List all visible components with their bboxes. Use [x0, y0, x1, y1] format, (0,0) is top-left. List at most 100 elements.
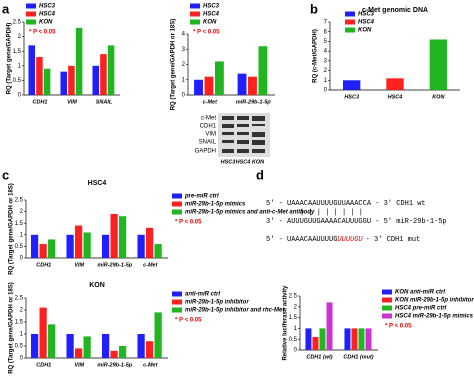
legend-swatch: [26, 11, 36, 17]
bar: [68, 65, 75, 95]
legend-label: HSC3: [39, 4, 56, 10]
sequence-part: - 3' CDH1 mut: [366, 236, 421, 244]
bar: [60, 71, 68, 95]
legend-swatch: [382, 289, 392, 295]
y-tick-label: 1: [294, 326, 298, 332]
y-tick-label: 0: [294, 348, 298, 354]
y-tick-label: 1: [20, 332, 24, 338]
x-tick-label: miR-29b-1-5p: [236, 99, 271, 105]
lane-label: HSC3: [221, 159, 236, 165]
bar: [43, 68, 51, 95]
y-axis-label: RQ (Target gene/GAPDH or 18S): [9, 183, 15, 275]
band-label: SNAIL: [199, 140, 217, 146]
bar: [154, 312, 162, 358]
bar: [30, 334, 39, 358]
legend-label: KON miR-29b-1-5p inhibitor: [395, 298, 474, 304]
legend-label: HSC4: [39, 12, 56, 18]
legend-label: HSC4: [358, 20, 375, 26]
legend-label: miR-29b-1-5p inhibitor: [185, 300, 249, 306]
legend-swatch: [172, 209, 182, 215]
bar: [83, 336, 91, 358]
x-tick-label: HSC4: [388, 94, 403, 100]
y-tick-label: 2: [20, 209, 24, 215]
sequence-wt: 5' - UAAACAAUUUUGUUAAACCA - 3' CDH1 wt: [266, 200, 426, 208]
bar: [194, 79, 203, 95]
legend-label: HSC4 pre-miR ctrl: [395, 306, 447, 312]
y-tick-label: 2: [20, 308, 24, 314]
y-tick-label: 1: [20, 232, 24, 238]
legend-swatch: [190, 3, 200, 9]
bar: [237, 73, 247, 95]
chart-title: c-Met genomic DNA: [362, 7, 428, 14]
y-tick-label: 1: [18, 63, 22, 69]
bar: [326, 302, 333, 350]
legend-swatch: [382, 305, 392, 311]
significance-note: * P < 0.05: [175, 220, 202, 226]
x-tick-label: KON: [432, 94, 445, 100]
y-tick-label: 0: [18, 93, 22, 99]
panel-letter: d: [256, 167, 264, 182]
bar: [137, 334, 145, 358]
x-tick-label: SNAIL: [96, 99, 113, 105]
bar: [305, 328, 312, 350]
chart-title: KON: [89, 282, 105, 289]
y-tick-label: 1.5: [15, 320, 24, 326]
y-tick-label: 1: [182, 77, 186, 83]
bar: [107, 45, 115, 95]
bar: [358, 328, 365, 350]
bar: [248, 76, 257, 95]
bar: [100, 54, 107, 95]
x-tick-label: VIM: [74, 262, 84, 268]
sequence-mir: 3' - AUUUGUUGAAAACAUUUGGU - 5' miR-29b-1…: [266, 218, 447, 226]
legend-swatch: [190, 11, 200, 17]
y-tick-label: 4: [324, 49, 328, 55]
y-tick-label: 0.5: [15, 244, 24, 250]
y-axis-label: RQ (Target gene/GAPDH or 18S): [171, 19, 177, 111]
y-tick-label: 2.5: [15, 198, 24, 204]
band-label: c-Met: [201, 116, 216, 122]
y-tick-label: 0.5: [13, 78, 22, 84]
y-tick-label: 1.5: [289, 315, 298, 321]
y-axis-label: Relative luciferase activity: [283, 285, 289, 361]
y-tick-label: 7: [324, 20, 328, 26]
y-tick-label: 0: [182, 93, 186, 99]
bar: [92, 65, 100, 95]
sequence-alignment: 5' - UAAACAAUUUUGUUAAACCA - 3' CDH1 wt |…: [266, 200, 447, 244]
bar: [39, 307, 47, 358]
y-axis-label: RQ (c-Met/GAPDH): [313, 29, 319, 83]
y-tick-label: 2: [294, 304, 298, 310]
legend-swatch: [190, 19, 200, 25]
bar: [386, 78, 404, 90]
bar: [145, 227, 154, 258]
y-tick-label: 2.5: [289, 294, 298, 300]
bar: [66, 234, 74, 258]
legend-swatch: [382, 297, 392, 303]
x-tick-label: CDH1: [33, 99, 48, 105]
y-axis-label: RQ (Target gene/GAPDH): [7, 23, 13, 95]
legend-swatch: [345, 19, 355, 25]
y-tick-label: 2: [18, 34, 22, 40]
legend-swatch: [172, 201, 182, 207]
legend-label: KON: [358, 28, 372, 34]
chart-title: HSC4: [88, 180, 107, 187]
sequence-mut: 5' - UAAACAAUUUUGUUUUGU - 3' CDH1 mut: [266, 236, 420, 244]
bar: [312, 337, 319, 350]
legend-label: HSC4: [203, 12, 220, 18]
x-tick-label: miR-29b-1-5p: [97, 262, 132, 268]
x-tick-label: CDH1 (mut): [343, 354, 373, 360]
bar: [319, 328, 326, 350]
y-tick-label: 0.5: [15, 344, 24, 350]
bar: [75, 27, 83, 96]
y-tick-label: 2.5: [13, 20, 22, 26]
bar: [137, 234, 145, 258]
legend-label: miR-29b-1-5p mimics: [185, 202, 246, 208]
legend-label: HSC3: [203, 4, 220, 10]
bar: [74, 348, 83, 358]
legend-label: HSC4 miR-29b-1-5p mimics: [395, 314, 474, 320]
band-label: GAPDH: [195, 149, 216, 155]
legend-label: miR-29b-1-5p mimics and anti-c-Met antib…: [185, 210, 315, 216]
y-tick-label: 2.5: [15, 296, 24, 302]
legend-label: KON: [39, 20, 53, 26]
y-tick-label: 0: [20, 356, 24, 362]
x-tick-label: CDH1: [36, 262, 51, 268]
